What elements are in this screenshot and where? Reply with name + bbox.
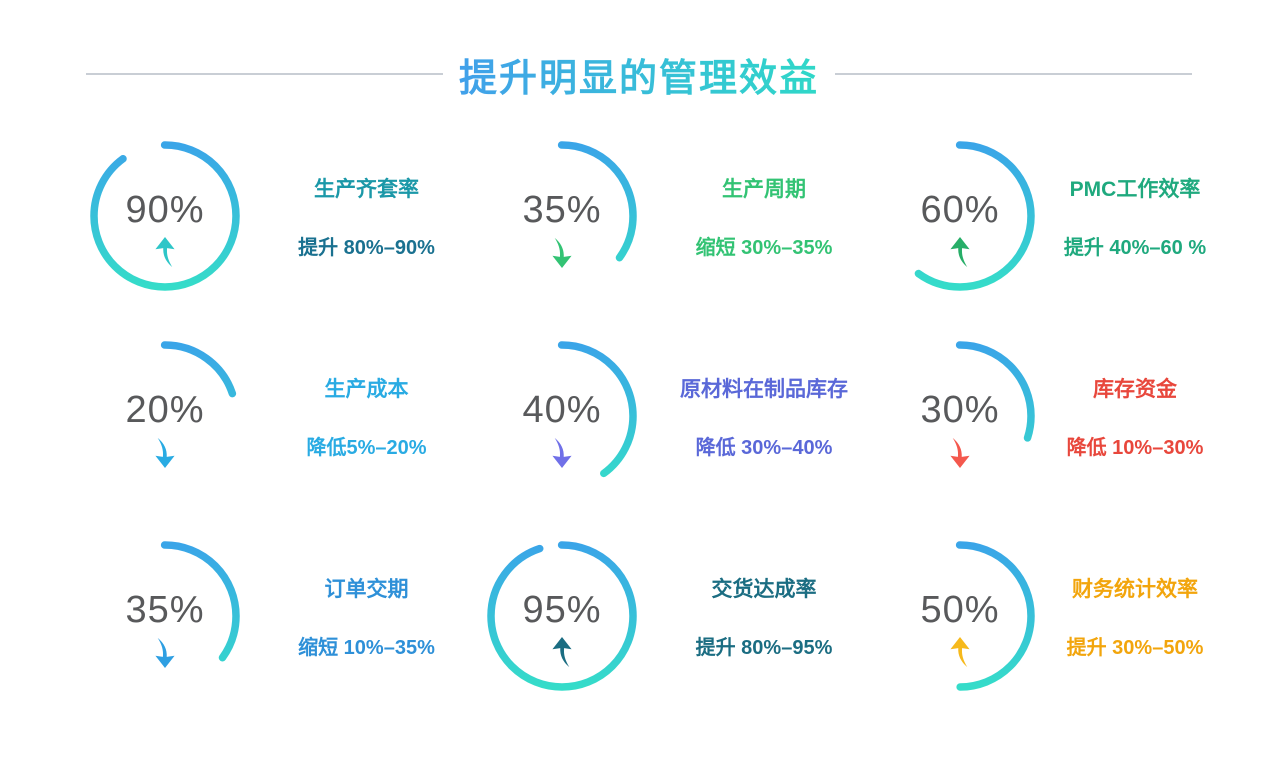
header: 提升明显的管理效益 xyxy=(86,50,1193,100)
gauge: 60% xyxy=(880,136,1040,296)
percent-value: 50% xyxy=(920,589,1000,631)
metric-range: 降低5%–20% xyxy=(306,436,427,459)
divider-right xyxy=(835,73,1193,75)
gauge: 90% xyxy=(85,136,245,296)
progress-ring-icon xyxy=(90,141,240,291)
percent-value: 35% xyxy=(125,589,205,631)
trend-arrow-icon xyxy=(552,637,572,668)
metric-range: 提升 80%–95% xyxy=(695,636,833,659)
trend-arrow-icon xyxy=(552,237,572,268)
gauge: 30% xyxy=(880,336,1040,496)
gauge: 35% xyxy=(482,136,642,296)
percent-value: 60% xyxy=(920,189,1000,231)
gauge: 40% xyxy=(482,336,642,496)
progress-ring-icon xyxy=(487,341,637,491)
metric-text: 订单交期 缩短 10%–35% xyxy=(245,573,482,660)
page-title: 提升明显的管理效益 xyxy=(459,47,819,102)
percent-value: 20% xyxy=(125,389,205,431)
metric-range: 缩短 10%–35% xyxy=(298,636,435,659)
progress-ring-icon xyxy=(487,141,637,291)
metric-name: PMC工作效率 xyxy=(1069,177,1201,201)
trend-arrow-icon xyxy=(950,437,970,468)
metric-name: 原材料在制品库存 xyxy=(680,377,848,401)
metric-text: 生产成本 降低5%–20% xyxy=(245,373,482,460)
trend-arrow-icon xyxy=(155,237,175,268)
gauge: 50% xyxy=(880,536,1040,696)
trend-arrow-icon xyxy=(155,637,175,668)
metric-name: 订单交期 xyxy=(324,577,409,601)
metric-card: 40% 原材料在制品库存 降低 30%–40% xyxy=(482,316,880,516)
metric-card: 50% 财务统计效率 提升 30%–50% xyxy=(880,516,1224,716)
slide: 提升明显的管理效益 90% 生产齐套率 提升 80%–90% 35% xyxy=(0,50,1264,760)
percent-value: 95% xyxy=(522,589,602,631)
progress-ring-icon xyxy=(487,541,637,691)
metric-card: 20% 生产成本 降低5%–20% xyxy=(85,316,482,516)
metric-name: 财务统计效率 xyxy=(1072,577,1198,601)
metric-range: 提升 30%–50% xyxy=(1066,636,1204,659)
metric-text: 财务统计效率 提升 30%–50% xyxy=(1040,573,1224,660)
metric-text: 原材料在制品库存 降低 30%–40% xyxy=(642,373,880,460)
metric-range: 提升 80%–90% xyxy=(298,236,435,259)
divider-left xyxy=(86,73,443,75)
metric-card: 30% 库存资金 降低 10%–30% xyxy=(880,316,1224,516)
metric-card: 60% PMC工作效率 提升 40%–60 % xyxy=(880,116,1224,316)
percent-value: 30% xyxy=(920,389,1000,431)
progress-ring-icon xyxy=(885,141,1035,291)
metric-card: 90% 生产齐套率 提升 80%–90% xyxy=(85,116,482,316)
progress-ring-icon xyxy=(90,341,240,491)
percent-value: 35% xyxy=(522,189,602,231)
trend-arrow-icon xyxy=(155,437,175,468)
metric-range: 提升 40%–60 % xyxy=(1063,236,1207,259)
metrics-grid: 90% 生产齐套率 提升 80%–90% 35% 生产周期 缩短 30%–35% xyxy=(85,116,1224,716)
trend-arrow-icon xyxy=(552,437,572,468)
metric-name: 交货达成率 xyxy=(711,577,817,601)
trend-arrow-icon xyxy=(950,637,970,668)
metric-text: 交货达成率 提升 80%–95% xyxy=(642,573,880,660)
metric-name: 生产周期 xyxy=(722,177,806,201)
trend-arrow-icon xyxy=(950,237,970,268)
gauge: 20% xyxy=(85,336,245,496)
gauge: 35% xyxy=(85,536,245,696)
progress-ring-icon xyxy=(885,541,1035,691)
metric-range: 降低 30%–40% xyxy=(695,436,833,459)
metric-name: 生产齐套率 xyxy=(314,177,419,201)
metric-card: 95% 交货达成率 提升 80%–95% xyxy=(482,516,880,716)
metric-name: 生产成本 xyxy=(324,377,409,401)
metric-card: 35% 订单交期 缩短 10%–35% xyxy=(85,516,482,716)
metric-range: 降低 10%–30% xyxy=(1066,436,1204,459)
percent-value: 90% xyxy=(125,189,205,231)
percent-value: 40% xyxy=(522,389,602,431)
metric-name: 库存资金 xyxy=(1093,377,1177,401)
progress-ring-icon xyxy=(90,541,240,691)
metric-text: 库存资金 降低 10%–30% xyxy=(1040,373,1224,460)
metric-text: 生产齐套率 提升 80%–90% xyxy=(245,173,482,260)
metric-text: 生产周期 缩短 30%–35% xyxy=(642,173,880,260)
metric-card: 35% 生产周期 缩短 30%–35% xyxy=(482,116,880,316)
gauge: 95% xyxy=(482,536,642,696)
metric-range: 缩短 30%–35% xyxy=(695,236,833,259)
progress-ring-icon xyxy=(885,341,1035,491)
metric-text: PMC工作效率 提升 40%–60 % xyxy=(1040,173,1224,260)
